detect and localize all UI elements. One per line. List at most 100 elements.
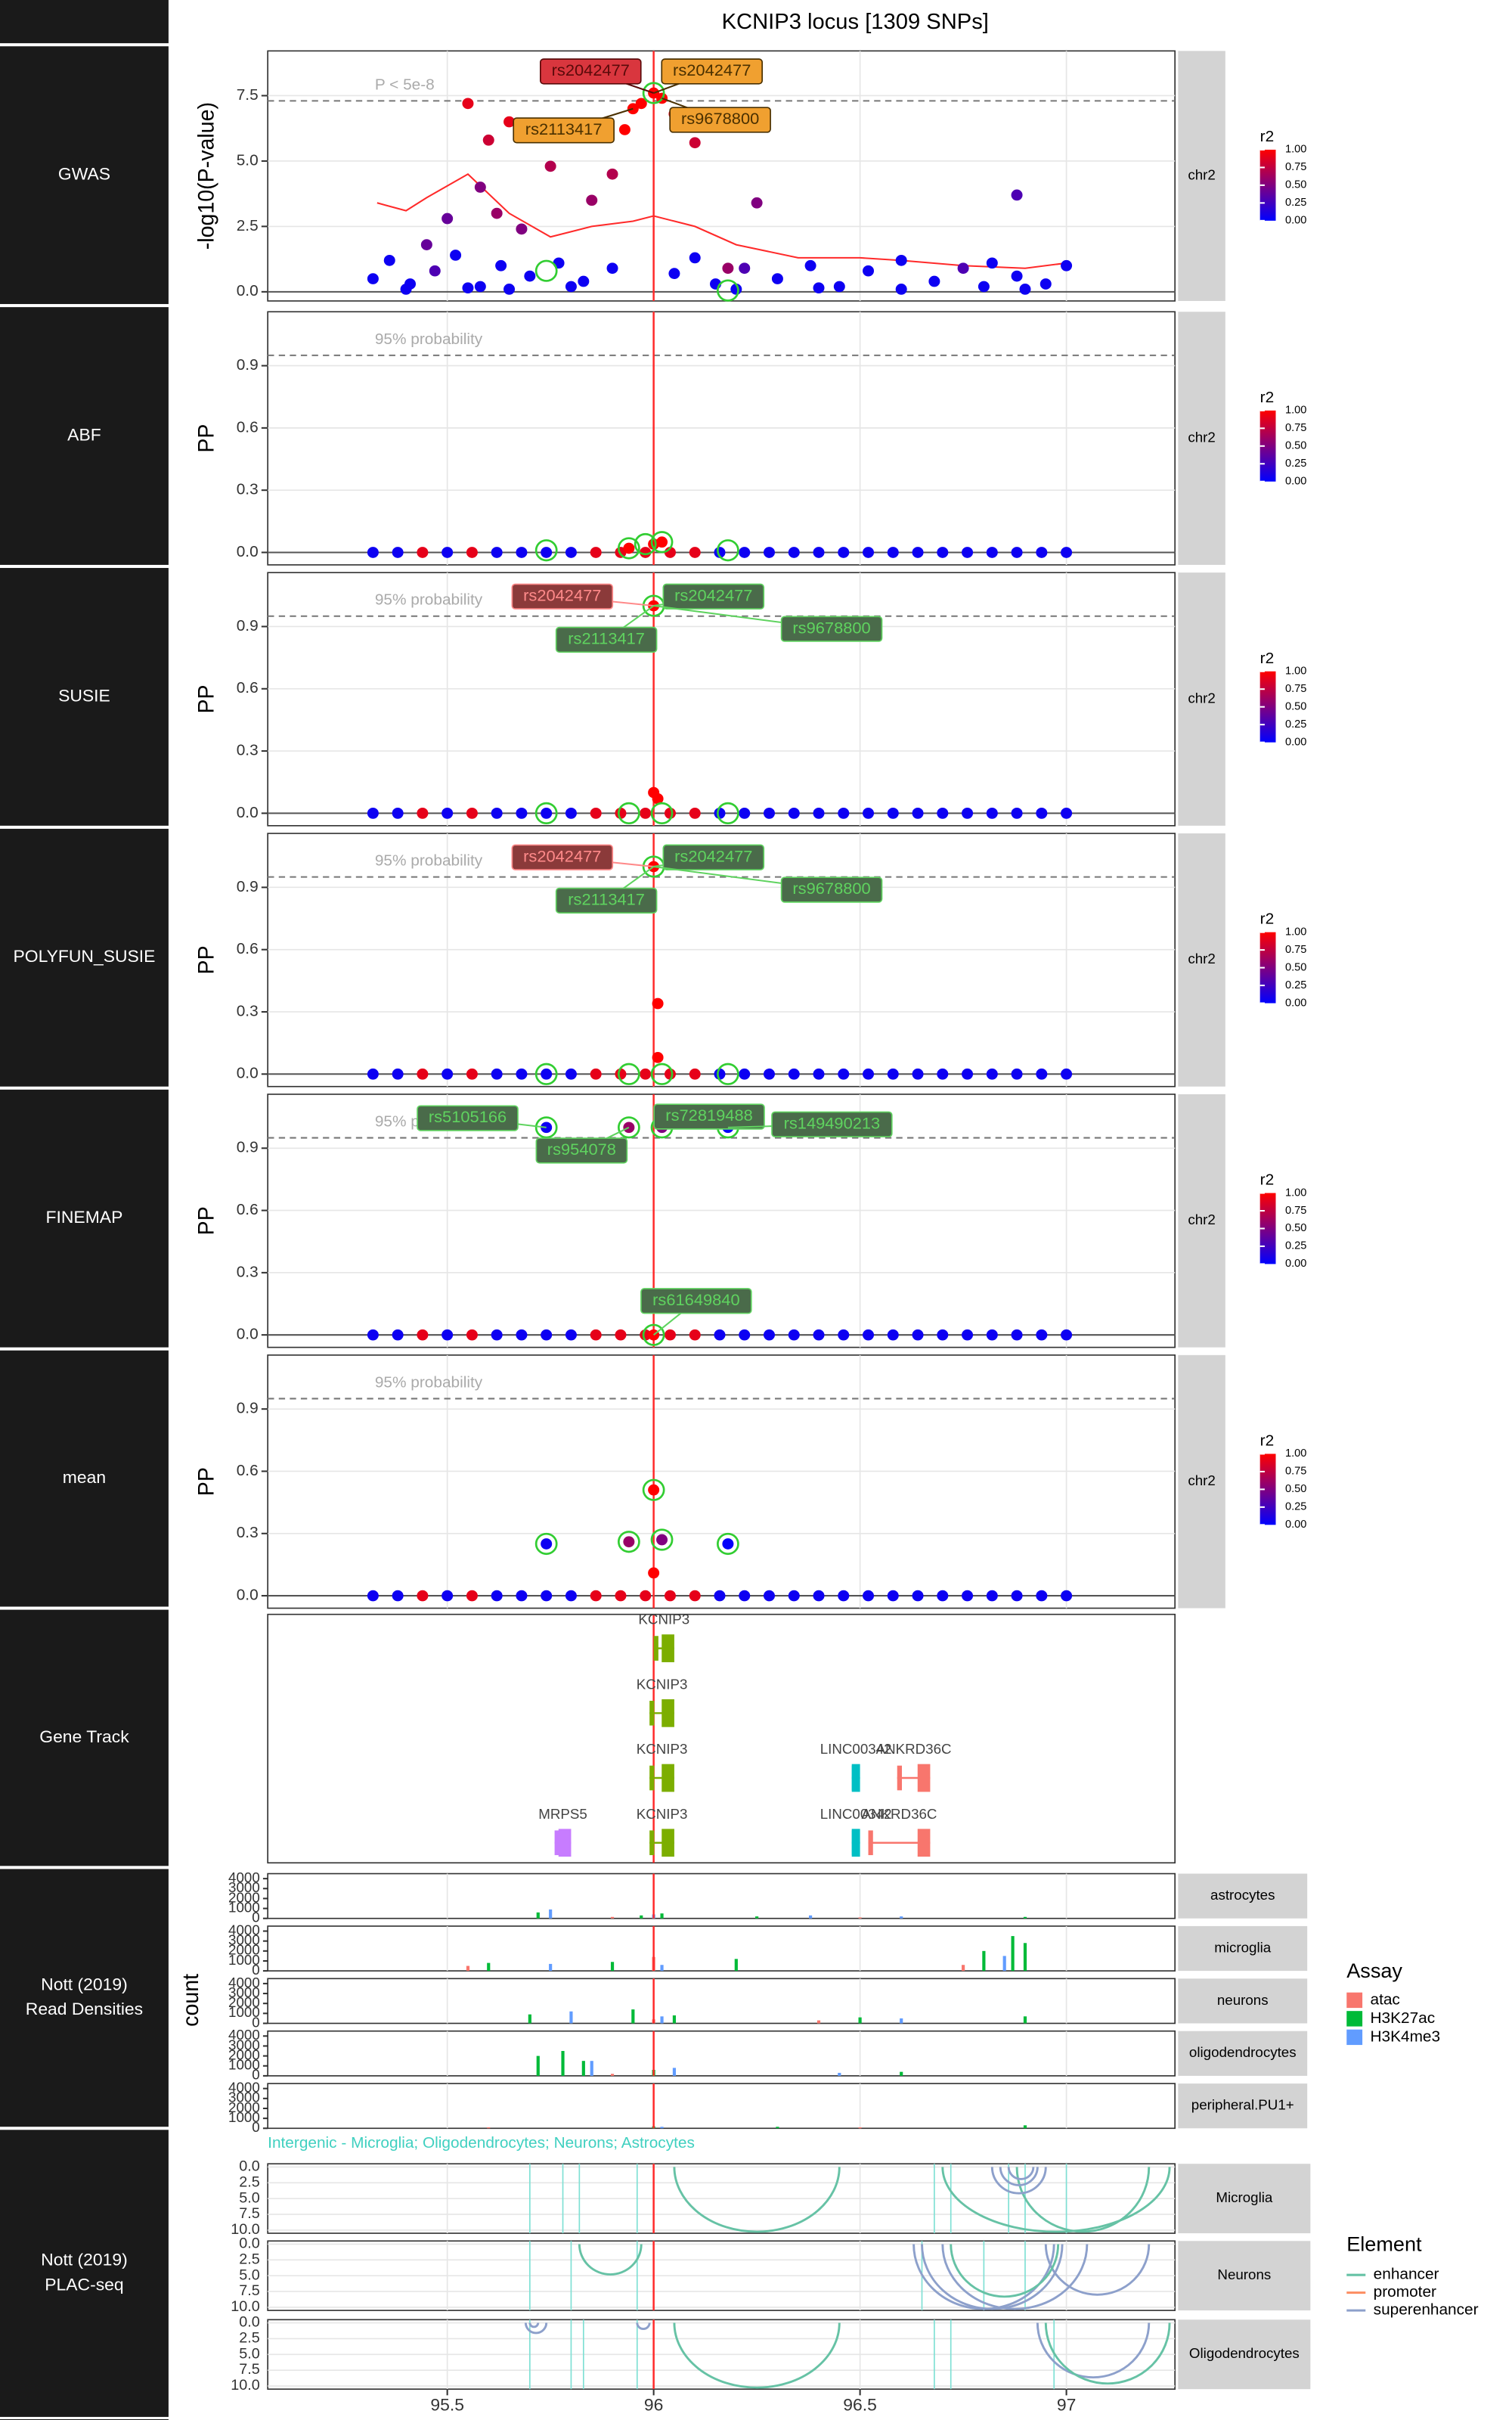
colorbar-label: 1.00 — [1285, 405, 1306, 417]
y-tick-label: 2.5 — [239, 2330, 260, 2347]
credible-set-marker — [534, 259, 558, 282]
threshold-label: P < 5e-8 — [375, 76, 435, 94]
annotation-label: rs149490213 — [784, 1114, 881, 1133]
legend-title: r2 — [1260, 911, 1275, 928]
facet-label: chr2 — [1188, 690, 1215, 706]
snp-point — [689, 1068, 701, 1080]
snp-point — [544, 160, 556, 172]
snp-point — [689, 547, 701, 558]
density-bar — [487, 2127, 491, 2129]
snp-point — [1036, 1068, 1048, 1080]
density-bar — [1023, 1943, 1027, 1972]
gene-label: KCNIP3 — [637, 1677, 688, 1692]
annotation-label: rs954078 — [547, 1140, 616, 1159]
credible-set-marker — [717, 802, 739, 824]
snp-point — [1011, 547, 1023, 558]
density-bar — [610, 1916, 615, 1919]
threshold-label: 95% probability — [375, 330, 483, 348]
snp-point — [392, 808, 404, 819]
track-label: FINEMAP — [46, 1207, 123, 1227]
snp-point — [417, 1329, 429, 1341]
snp-point — [615, 1329, 627, 1341]
snp-point — [986, 257, 998, 269]
track-strip — [0, 1869, 169, 2127]
density-bar — [755, 1916, 759, 1919]
snp-point — [664, 1329, 676, 1341]
snp-point — [722, 262, 734, 275]
facet-label: peripheral.PU1+ — [1191, 2097, 1294, 2113]
snp-point — [491, 1329, 503, 1341]
y-tick-label: 2.5 — [239, 2251, 260, 2268]
legend-title: Element — [1346, 2233, 1422, 2256]
colorbar-label: 0.25 — [1285, 979, 1306, 991]
density-bar — [561, 2051, 565, 2076]
y-tick-label: 4000 — [228, 1869, 260, 1885]
density-bar — [1002, 1956, 1006, 1972]
y-tick-label: 7.5 — [239, 2282, 260, 2299]
snp-point — [1061, 547, 1073, 558]
facet-label: Neurons — [1217, 2266, 1271, 2282]
snp-point — [1040, 278, 1052, 290]
y-tick-label: 2.5 — [237, 217, 259, 234]
legend-key — [1346, 2011, 1363, 2027]
y-tick-label: 5.0 — [239, 2266, 260, 2283]
snp-point — [751, 197, 763, 209]
credible-set-marker — [534, 802, 558, 824]
annotation-label: rs2042477 — [523, 847, 601, 866]
snp-point — [771, 273, 783, 284]
panel-background — [267, 2083, 1176, 2130]
snp-point — [689, 1329, 701, 1341]
snp-point — [1036, 547, 1048, 558]
y-tick-label: 1000 — [228, 2109, 260, 2125]
density-bar — [900, 2071, 903, 2076]
snp-point — [937, 1329, 949, 1341]
track-strip — [0, 2130, 169, 2417]
snp-point — [1011, 189, 1023, 201]
y-tick-label: 0.6 — [237, 1462, 259, 1479]
snp-point — [640, 547, 652, 558]
y-tick-label: 0.0 — [239, 2158, 260, 2175]
y-tick-label: 4000 — [228, 2080, 260, 2096]
snp-point — [912, 547, 924, 558]
track-label: mean — [63, 1467, 106, 1487]
annotation-box — [662, 844, 765, 870]
credible-set-marker — [642, 1478, 665, 1501]
gene-body — [662, 1699, 674, 1727]
panel-background — [267, 1354, 1176, 1609]
density-bar — [549, 1963, 553, 1972]
snp-point — [541, 1538, 553, 1550]
track-strip — [0, 828, 169, 1087]
snp-point — [442, 1329, 454, 1341]
snp-point — [565, 1068, 577, 1080]
snp-point — [838, 1329, 850, 1341]
gene-exon — [868, 1830, 873, 1856]
annotation-box — [513, 117, 615, 144]
credible-set-marker — [534, 1063, 558, 1085]
y-tick-label: 0 — [252, 2119, 259, 2135]
colorbar-label: 0.50 — [1285, 1222, 1306, 1234]
annotation-box — [540, 58, 642, 85]
legend-title: Assay — [1346, 1959, 1402, 1982]
legend-key — [1346, 2029, 1363, 2046]
credible-set-marker — [717, 1063, 739, 1085]
threshold-label: 95% probability — [375, 852, 483, 870]
snp-point — [417, 547, 429, 558]
gene-label: KCNIP3 — [637, 1741, 688, 1757]
snp-point — [739, 808, 751, 819]
snp-point — [813, 1329, 825, 1341]
annotation-label: rs2042477 — [674, 847, 752, 866]
density-bar — [1023, 2016, 1027, 2024]
y-tick-label: 2000 — [228, 2047, 260, 2063]
track-label: PLAC-seq — [45, 2275, 123, 2294]
credible-set-marker — [617, 537, 640, 560]
density-bar — [734, 1959, 738, 1972]
snp-point — [863, 1590, 875, 1602]
snp-point — [392, 1329, 404, 1341]
legend-title: r2 — [1260, 1171, 1275, 1189]
y-tick-label: 7.5 — [237, 86, 259, 104]
y-tick-label: 4000 — [228, 2027, 260, 2043]
snp-point — [615, 1590, 627, 1602]
snp-point — [1061, 1329, 1073, 1341]
snp-point — [495, 259, 507, 271]
